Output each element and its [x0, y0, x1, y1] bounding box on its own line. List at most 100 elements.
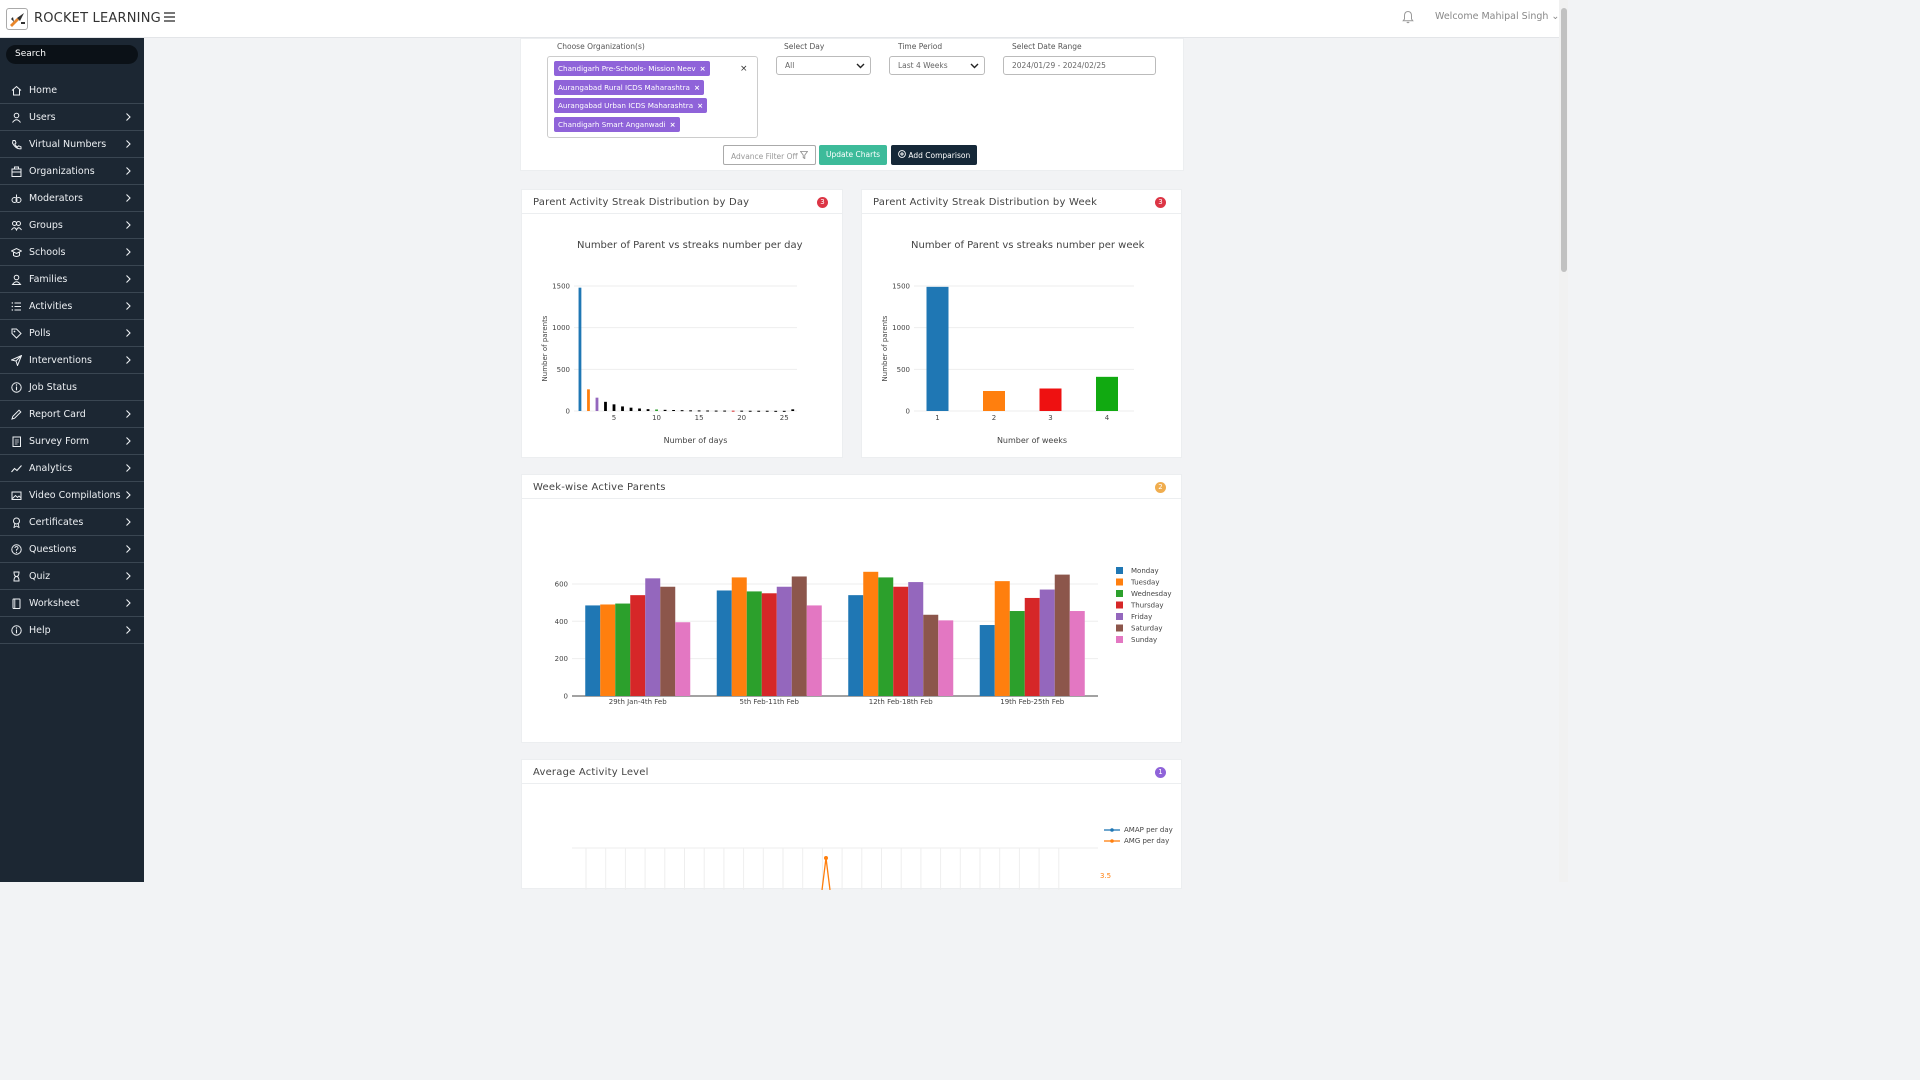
sidebar-item-questions[interactable]: Questions	[0, 536, 144, 563]
date-range-input[interactable]: 2024/01/29 - 2024/02/25	[1003, 56, 1156, 75]
page-scrollbar-thumb[interactable]	[1561, 8, 1567, 272]
sidebar-item-schools[interactable]: Schools	[0, 239, 144, 266]
bar	[595, 397, 599, 411]
page-scrollbar[interactable]	[1559, 0, 1568, 882]
form-icon	[12, 436, 21, 447]
org-tag[interactable]: Chandigarh Smart Anganwadi ×	[554, 117, 680, 132]
sidebar-item-virtual-numbers[interactable]: Virtual Numbers	[0, 131, 144, 158]
bar	[731, 410, 735, 412]
period-select[interactable]: Last 4 Weeks	[889, 56, 985, 75]
x-tick-label: 5th Feb-11th Feb	[740, 698, 800, 706]
sidebar-item-survey-form[interactable]: Survey Form	[0, 428, 144, 455]
period-select-value: Last 4 Weeks	[898, 61, 948, 70]
y-tick-label: 500	[897, 366, 910, 374]
remove-tag-icon[interactable]: ×	[699, 64, 706, 73]
sidebar-nav: Home Users Virtual Numbers Organizations Mod…	[0, 77, 144, 644]
bar	[765, 410, 769, 412]
chevron-right-icon	[126, 221, 131, 229]
org-tag[interactable]: Aurangabad Rural ICDS Maharashtra ×	[554, 80, 704, 95]
remove-tag-icon[interactable]: ×	[669, 120, 676, 129]
sidebar-item-label: Home	[29, 85, 58, 96]
bar	[680, 410, 684, 412]
day-select[interactable]: All	[776, 56, 871, 75]
bar	[672, 410, 675, 411]
sidebar-item-users[interactable]: Users	[0, 104, 144, 131]
building-icon	[11, 166, 22, 177]
add-comparison-label: Add Comparison	[908, 151, 971, 160]
sidebar-item-quiz[interactable]: Quiz	[0, 563, 144, 590]
bar	[979, 625, 995, 696]
clear-all-icon[interactable]: ×	[740, 64, 748, 74]
info-icon	[11, 382, 22, 393]
org-tag[interactable]: Chandigarh Pre-Schools- Mission Neev ×	[554, 61, 710, 76]
hamburger-menu-icon[interactable]	[164, 12, 175, 22]
rocket-logo-icon[interactable]	[6, 8, 28, 30]
legend-swatch	[1116, 601, 1123, 609]
sidebar-item-groups[interactable]: Groups	[0, 212, 144, 239]
legend-label: Wednesday	[1131, 590, 1172, 598]
sidebar-item-label: Survey Form	[29, 436, 89, 447]
bar	[714, 410, 718, 412]
count-badge: 3	[1155, 197, 1166, 208]
sidebar-item-report-card[interactable]: Report Card	[0, 401, 144, 428]
org-label: Choose Organization(s)	[557, 42, 645, 51]
analytics-icon	[11, 465, 22, 473]
sidebar-item-video-compilations[interactable]: Video Compilations	[0, 482, 144, 509]
advance-filter-button[interactable]: Advance Filter Off	[723, 145, 817, 165]
week-streak-chart[interactable]: 0 500 1000 1500 1 2 3 4 Number of weeks Number of…	[862, 214, 1183, 459]
legend-label: Monday	[1131, 567, 1159, 575]
bar	[731, 577, 747, 696]
update-charts-button[interactable]: Update Charts	[819, 145, 888, 165]
org-tag[interactable]: Aurangabad Urban ICDS Maharashtra ×	[554, 98, 708, 113]
chevron-right-icon	[126, 437, 131, 445]
weekwise-chart[interactable]: 0 200 400 600 29th Jan-4th Feb 5th Feb-11th F…	[522, 499, 1183, 744]
sidebar: Search Home Users Virtual Numbers Organizat…	[0, 38, 144, 882]
bell-icon[interactable]	[1402, 10, 1414, 24]
sidebar-item-label: Virtual Numbers	[29, 139, 107, 150]
series-line	[821, 857, 831, 890]
sidebar-item-polls[interactable]: Polls	[0, 320, 144, 347]
legend-swatch	[1116, 624, 1123, 632]
legend-swatch	[1116, 636, 1123, 643]
x-tick-label: 10	[652, 414, 661, 422]
plus-circle-icon	[898, 150, 906, 158]
pen-icon	[11, 409, 22, 420]
sidebar-item-job-status[interactable]: Job Status	[0, 374, 144, 401]
day-streak-chart[interactable]: 0 500 1000 1500 5 10 15 20 25 Number of days Numbe…	[522, 214, 844, 459]
bar	[629, 407, 633, 411]
school-icon	[11, 247, 22, 257]
bar	[621, 406, 624, 411]
brand-name[interactable]: ROCKET LEARNING	[34, 11, 161, 26]
remove-tag-icon[interactable]: ×	[693, 83, 700, 92]
sidebar-item-home[interactable]: Home	[0, 77, 144, 104]
org-tag-label: Aurangabad Urban ICDS Maharashtra	[558, 101, 694, 110]
chevron-right-icon	[126, 329, 131, 337]
sidebar-item-help[interactable]: Help	[0, 617, 144, 644]
sidebar-item-interventions[interactable]: Interventions	[0, 347, 144, 374]
legend-label: Friday	[1131, 613, 1152, 621]
card-title: Parent Activity Streak Distribution by D…	[533, 197, 750, 208]
bar	[994, 581, 1010, 696]
sidebar-item-certificates[interactable]: Certificates	[0, 509, 144, 536]
sidebar-item-activities[interactable]: Activities	[0, 293, 144, 320]
org-tag-label: Chandigarh Pre-Schools- Mission Neev	[558, 64, 696, 73]
add-comparison-button[interactable]: Add Comparison	[891, 145, 978, 165]
sidebar-item-label: Schools	[29, 247, 66, 258]
remove-tag-icon[interactable]: ×	[697, 101, 704, 110]
sidebar-item-worksheet[interactable]: Worksheet	[0, 590, 144, 617]
filter-icon	[799, 151, 809, 160]
chevron-right-icon	[126, 626, 131, 634]
search-input[interactable]: Search	[6, 45, 138, 64]
user-menu[interactable]: Welcome Mahipal Singh ⌄	[1435, 11, 1560, 22]
sidebar-item-families[interactable]: Families	[0, 266, 144, 293]
sidebar-item-organizations[interactable]: Organizations	[0, 158, 144, 185]
chevron-right-icon	[126, 464, 131, 472]
legend-swatch	[1116, 590, 1123, 597]
y-tick-label: 1500	[552, 283, 570, 291]
bar	[630, 595, 646, 696]
sidebar-item-moderators[interactable]: Moderators	[0, 185, 144, 212]
avg-activity-chart[interactable]: 3.5 AMAP per day AMG per day	[522, 784, 1183, 890]
sidebar-item-analytics[interactable]: Analytics	[0, 455, 144, 482]
bar	[1024, 597, 1040, 696]
bar	[1039, 589, 1055, 696]
